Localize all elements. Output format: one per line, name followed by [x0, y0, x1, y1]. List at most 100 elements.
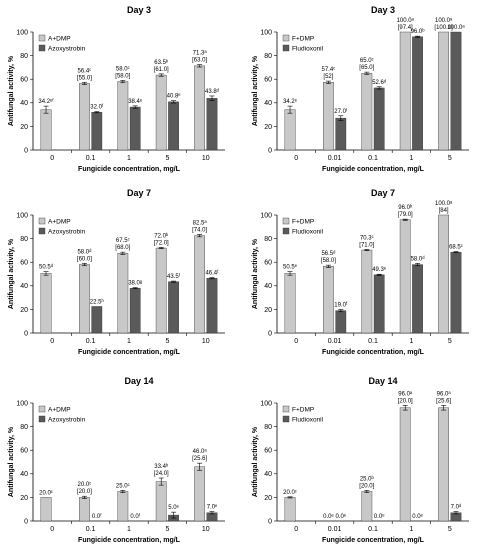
data-label: 34.2ᵉ — [283, 99, 298, 105]
legend-swatch — [38, 227, 46, 235]
data-label: 56.5ᵈ [58.0] — [321, 250, 336, 264]
bar — [117, 81, 129, 151]
x-tick-label: 1 — [127, 338, 131, 345]
data-label: 20.0ᶜ — [39, 490, 53, 496]
data-label: 7.0ᵉ — [207, 505, 218, 511]
x-tick-label: 10 — [202, 338, 210, 345]
data-label: 40.8ᵉ — [167, 94, 182, 100]
legend-swatch — [282, 44, 290, 52]
x-tick-label: 10 — [202, 155, 210, 162]
x-tick-label: 0.1 — [368, 155, 378, 162]
x-tick-label: 0.1 — [368, 338, 378, 345]
chart-title: Day 7 — [371, 188, 395, 198]
legend-label: F+DMP — [292, 407, 314, 414]
x-axis-label: Fungicide concentration, mg/L — [322, 166, 425, 173]
legend-label: Azoxystrobin — [48, 229, 86, 236]
legend-label: A+DMP — [48, 36, 71, 43]
data-label: 0.0ᶠ — [92, 513, 102, 520]
data-label: 96.0ᵃ [20.0] — [398, 391, 413, 404]
data-label: 38.0ᵍ — [128, 281, 142, 287]
x-tick-label: 0.01 — [328, 155, 342, 162]
bar — [323, 82, 334, 151]
data-label: 43.8ᵈ — [205, 88, 219, 95]
x-axis-label: Fungicide concentration, mg/L — [78, 537, 181, 544]
bar — [335, 310, 347, 334]
data-label: 5.0ᵉ — [168, 505, 179, 511]
x-tick-label: 0 — [294, 526, 298, 533]
chart-panel-4: Day 7 0 20 40 60 80 100 Antifungal activity, % F… — [252, 188, 469, 356]
data-label: 58.0ᵈ — [411, 255, 425, 262]
data-label: 0.0ᵉ — [323, 514, 334, 520]
y-tick-label: 40 — [20, 100, 28, 107]
bar — [399, 219, 411, 334]
y-tick-label: 80 — [20, 236, 28, 243]
x-tick-label: 10 — [202, 526, 210, 533]
y-tick-label: 100 — [260, 400, 272, 407]
y-tick-label: 40 — [264, 283, 272, 290]
data-label: 25.0ᵇ [20.0] — [359, 475, 374, 489]
bar — [438, 214, 450, 334]
y-tick-label: 60 — [264, 77, 272, 84]
x-tick-label: 5 — [448, 155, 452, 162]
legend-label: Azoxystrobin — [48, 417, 86, 424]
y-axis-label: Antifungal activity, % — [8, 55, 15, 126]
x-axis-label: Fungicide concentration, mg/L — [78, 166, 181, 173]
x-tick-label: 5 — [165, 155, 169, 162]
data-label: 100.0ᵃ [100.0] — [434, 18, 453, 31]
y-axis-label: Antifungal activity, % — [252, 55, 259, 126]
legend-label: A+DMP — [48, 407, 71, 414]
bar — [79, 83, 90, 151]
x-tick-label: 0 — [50, 338, 54, 345]
x-tick-label: 1 — [127, 526, 131, 533]
chart-title: Day 14 — [368, 376, 397, 386]
x-tick-label: 0.1 — [86, 155, 96, 162]
bar — [284, 497, 296, 522]
data-label: 46.0ᵃ [25.6] — [192, 449, 207, 462]
data-label: 27.0ᶠ — [334, 108, 348, 115]
legend-label: Fludioxonil — [292, 417, 324, 424]
legend-label: Fludioxonil — [292, 229, 324, 236]
legend-swatch — [38, 415, 46, 423]
y-tick-label: 100 — [260, 212, 272, 219]
data-label: 38.4ᵉ — [128, 99, 143, 105]
legend-swatch — [282, 415, 290, 423]
bar — [40, 109, 52, 151]
bar — [155, 247, 167, 334]
y-tick-label: 100 — [16, 212, 28, 219]
data-label: 72.0ᵇ [72.0] — [154, 232, 169, 246]
bar — [450, 251, 462, 334]
bar — [284, 273, 296, 334]
data-label: 96.0ᵇ [79.0] — [398, 204, 413, 218]
data-label: 20.0ᶜ — [283, 490, 297, 496]
y-tick-label: 20 — [264, 124, 272, 131]
bar — [323, 266, 334, 334]
data-label: 32.0ᶠ — [90, 104, 104, 111]
data-label: 52.6ᵈ — [372, 79, 386, 86]
bar — [361, 491, 373, 522]
x-axis-label: Fungicide concentration, mg/L — [78, 349, 181, 356]
data-label: 58.0ᶜ [58.0] — [115, 66, 130, 79]
y-tick-label: 40 — [264, 100, 272, 107]
data-label: 46.4ᶠ — [205, 270, 219, 277]
legend-swatch — [38, 34, 46, 42]
y-tick-label: 0 — [268, 330, 272, 337]
x-tick-label: 1 — [409, 338, 413, 345]
data-label: 0.0ᵉ — [412, 514, 423, 520]
data-label: 7.0ᵈ — [451, 504, 462, 511]
y-tick-label: 0 — [268, 147, 272, 154]
bar — [194, 65, 206, 151]
y-tick-label: 100 — [16, 29, 28, 36]
bar — [117, 491, 129, 522]
data-label: 50.5ᵈ — [39, 264, 53, 271]
y-tick-label: 0 — [24, 147, 28, 154]
x-tick-label: 1 — [127, 155, 131, 162]
y-tick-label: 100 — [260, 29, 272, 36]
x-tick-label: 5 — [165, 338, 169, 345]
y-tick-label: 60 — [20, 260, 28, 267]
bar — [361, 249, 373, 334]
legend-swatch — [282, 227, 290, 235]
y-tick-label: 80 — [264, 236, 272, 243]
legend-swatch — [38, 217, 46, 225]
